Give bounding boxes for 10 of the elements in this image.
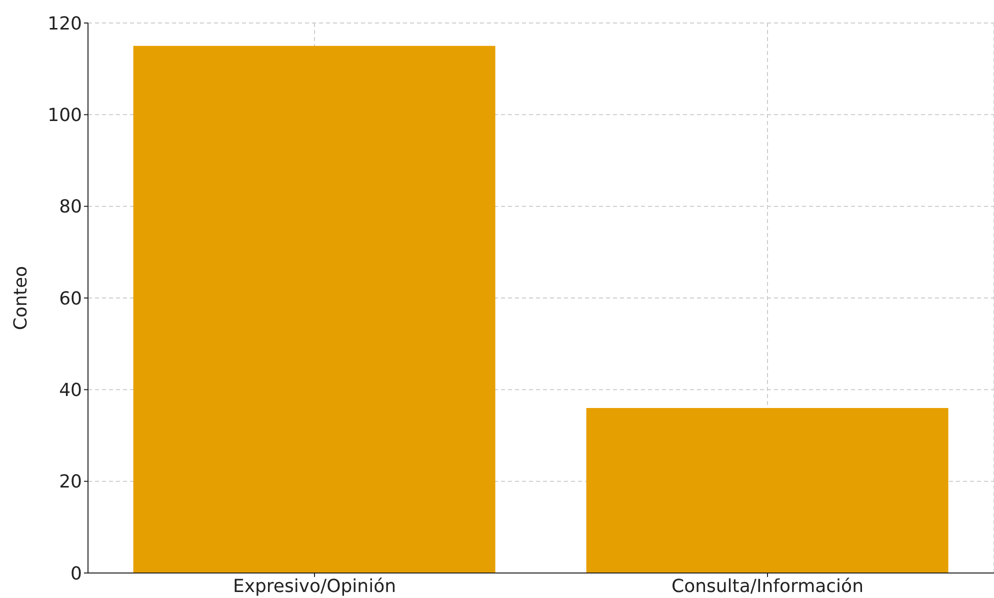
y-tick-label: 80 [59, 196, 82, 218]
y-tick-label: 60 [59, 288, 82, 310]
y-tick-label: 40 [59, 380, 82, 402]
y-tick-label: 120 [48, 13, 82, 34]
y-axis-title: Conteo [10, 266, 32, 330]
y-tick-label: 20 [59, 472, 82, 493]
y-tick-label: 100 [48, 105, 82, 126]
y-tick-label: 0 [70, 563, 82, 584]
x-tick-label: Expresivo/Opinión [232, 576, 396, 597]
x-tick-label: Consulta/Información [672, 576, 864, 597]
